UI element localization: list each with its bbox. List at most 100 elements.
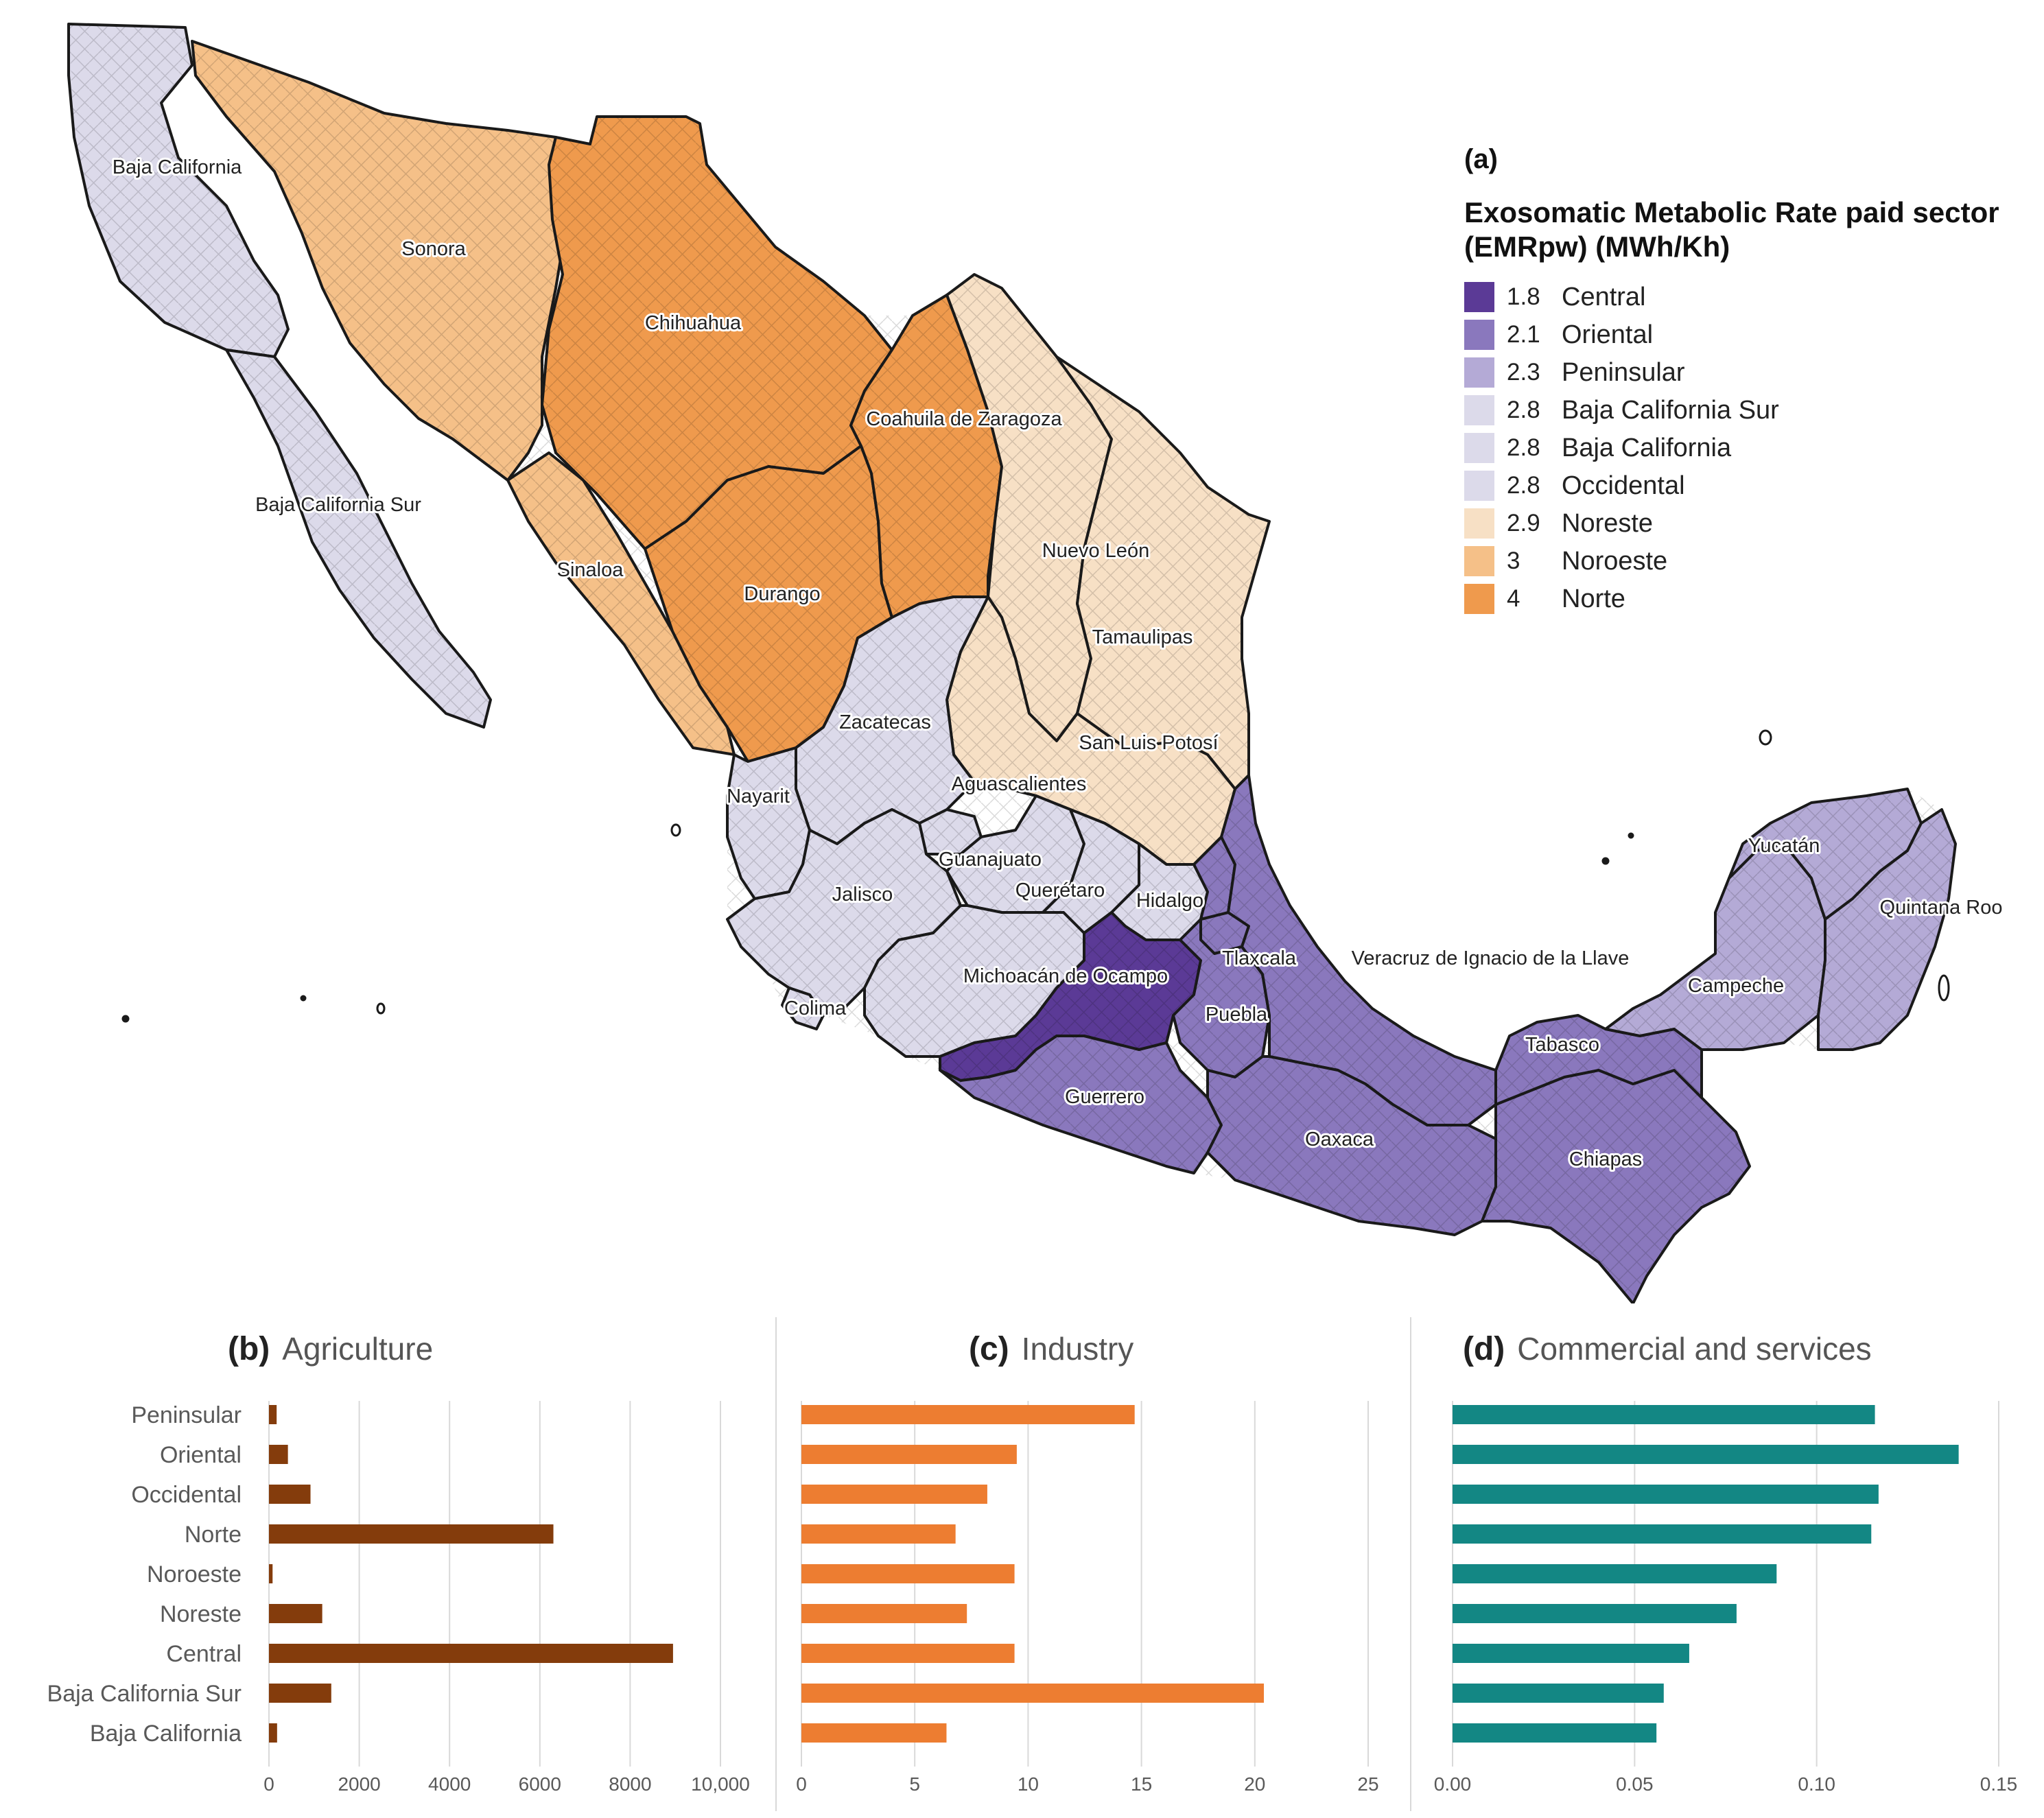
state-label: Colima — [784, 997, 847, 1019]
category-label: Central — [166, 1641, 242, 1667]
tick-label: 0.10 — [1798, 1773, 1835, 1795]
legend-rows: 1.8 Central 2.1 Oriental 2.3 Peninsular 2.8 Baj… — [1464, 279, 2027, 618]
state-label: Baja California — [113, 156, 242, 178]
chart-title: (d) Commercial and services — [1463, 1331, 1872, 1367]
bar — [1453, 1604, 1737, 1623]
bar — [1453, 1485, 1879, 1504]
bar — [801, 1684, 1265, 1703]
legend-swatch — [1464, 282, 1494, 313]
legend-value: 2.9 — [1507, 510, 1540, 537]
tick-label: 25 — [1357, 1773, 1378, 1795]
state-label: Aguascalientes — [952, 773, 1087, 795]
legend-swatch — [1464, 584, 1494, 615]
legend-item: 3 Noroeste — [1464, 543, 2027, 580]
bar — [269, 1445, 288, 1464]
legend-swatch — [1464, 395, 1494, 426]
state-label: San Luis Potosí — [1079, 732, 1218, 754]
tick-label: 20 — [1244, 1773, 1265, 1795]
bar — [1453, 1564, 1777, 1583]
legend-swatch — [1464, 433, 1494, 464]
bar — [801, 1485, 987, 1504]
bar — [801, 1644, 1015, 1663]
state-label: Tabasco — [1525, 1034, 1599, 1056]
tick-label: 6000 — [519, 1773, 561, 1795]
bar — [1453, 1644, 1689, 1663]
panel-divider-2 — [1410, 1317, 1411, 1811]
state-labels: Baja California Sonora Chihuahua Coahuila d… — [110, 154, 2005, 1172]
legend-swatch — [1464, 471, 1494, 501]
mexico-choropleth-map: Baja California Sonora Chihuahua Coahuila d… — [67, 23, 2005, 1303]
state-label: Michoacán de Ocampo — [963, 965, 1168, 987]
bar — [1453, 1684, 1664, 1703]
legend-value: 1.8 — [1507, 283, 1540, 311]
bar — [269, 1604, 322, 1623]
bar — [1453, 1405, 1875, 1424]
tick-label: 0.15 — [1980, 1773, 2018, 1795]
legend-name: Baja California — [1562, 433, 1732, 462]
chart-title: (c) Industry — [969, 1331, 1133, 1367]
state-label: Nuevo León — [1042, 540, 1149, 562]
state-label: Nayarit — [727, 786, 790, 807]
state-label: Tamaulipas — [1092, 626, 1193, 648]
bar — [269, 1723, 277, 1743]
legend-value: 2.8 — [1507, 397, 1540, 424]
state-label: Sinaloa — [557, 559, 624, 581]
state-label: Zacatecas — [839, 711, 931, 733]
bar — [801, 1445, 1017, 1464]
chart-title: (b) Agriculture — [228, 1331, 433, 1367]
state-label: Chihuahua — [645, 312, 742, 334]
map-legend: (a) Exosomatic Metabolic Rate paid secto… — [1464, 144, 2027, 618]
bar — [1453, 1524, 1872, 1544]
bar — [1453, 1445, 1959, 1464]
bar — [269, 1644, 673, 1663]
legend-value: 2.1 — [1507, 321, 1540, 349]
state-label: Guanajuato — [939, 849, 1042, 871]
agriculture-chart: (b) Agriculture 0 2000 4000 6000 8000 10,000 Pen… — [47, 1331, 750, 1795]
legend-swatch — [1464, 546, 1494, 577]
bar — [801, 1723, 947, 1743]
state-label: Veracruz de Ignacio de la Llave — [1352, 947, 1630, 969]
tick-label: 0 — [263, 1773, 274, 1795]
legend-swatch — [1464, 320, 1494, 351]
category-label: Baja California — [90, 1721, 242, 1747]
bar — [269, 1405, 277, 1424]
tick-label: 15 — [1131, 1773, 1152, 1795]
legend-name: Noreste — [1562, 508, 1654, 538]
category-label: Peninsular — [131, 1402, 242, 1428]
legend-name: Norte — [1562, 584, 1625, 613]
bar — [801, 1604, 967, 1623]
legend-value: 2.8 — [1507, 434, 1540, 462]
state-label: Sonora — [401, 238, 466, 260]
legend-name: Oriental — [1562, 320, 1654, 349]
legend-name: Baja California Sur — [1562, 395, 1779, 425]
legend-item: 2.3 Peninsular — [1464, 354, 2027, 392]
category-label: Baja California Sur — [47, 1681, 242, 1707]
legend-value: 4 — [1507, 585, 1520, 613]
state-label: Durango — [744, 583, 820, 605]
legend-name: Peninsular — [1562, 357, 1685, 387]
tick-label: 4000 — [428, 1773, 471, 1795]
legend-item: 2.9 Noreste — [1464, 505, 2027, 543]
bar — [801, 1524, 956, 1544]
industry-chart: (c) Industry 0 5 10 15 20 25 — [796, 1331, 1378, 1795]
state-label: Puebla — [1206, 1004, 1268, 1026]
state-label: Tlaxcala — [1222, 947, 1297, 969]
state-label: Yucatán — [1748, 835, 1820, 857]
tick-label: 2000 — [338, 1773, 380, 1795]
legend-item: 1.8 Central — [1464, 279, 2027, 316]
state-label: Campeche — [1688, 975, 1784, 997]
map-panel-label: (a) — [1464, 144, 1498, 174]
state-label: Coahuila de Zaragoza — [866, 408, 1062, 430]
state-label: Hidalgo — [1136, 890, 1203, 912]
commercial-services-chart: (d) Commercial and services 0.00 0.05 0.10 0.… — [1434, 1331, 2018, 1795]
state-label: Guerrero — [1065, 1086, 1144, 1108]
bar — [801, 1405, 1135, 1424]
state-label: Querétaro — [1015, 880, 1105, 901]
bar — [269, 1524, 554, 1544]
legend-name: Central — [1562, 282, 1646, 311]
state-label: Quintana Roo — [1880, 897, 2003, 919]
category-label: Norte — [185, 1522, 242, 1548]
tick-label: 8000 — [609, 1773, 651, 1795]
state-label: Oaxaca — [1305, 1129, 1374, 1150]
legend-item: 2.8 Baja California — [1464, 429, 2027, 467]
